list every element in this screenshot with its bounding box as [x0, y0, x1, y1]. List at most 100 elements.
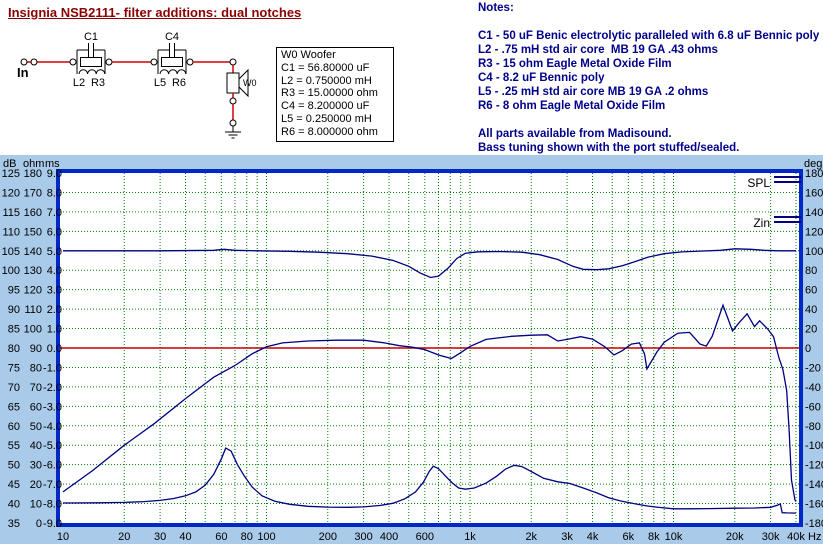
curve-spl — [62, 303, 797, 502]
input-terminal — [20, 58, 28, 66]
axis-header-ms: ms — [45, 158, 60, 170]
axis-tick-dB: 85 — [8, 324, 20, 336]
axis-tick-frequency: 60 — [215, 531, 227, 543]
axis-tick-deg: -20 — [805, 362, 821, 374]
terminal — [105, 58, 113, 66]
label-l5: L5 — [154, 77, 166, 89]
axis-tick-ms: -5.0 — [43, 440, 62, 452]
legend-label-spl: SPL — [747, 176, 770, 190]
axis-tick-deg: -120 — [805, 460, 823, 472]
axis-tick-frequency: 30k — [762, 531, 780, 543]
axis-tick-dB: 40 — [8, 499, 20, 511]
inductor-l5 — [159, 69, 187, 75]
axis-tick-deg: 180 — [805, 168, 823, 180]
axis-tick-ohm: 40 — [30, 440, 42, 452]
axis-tick-frequency: 80 — [241, 531, 253, 543]
axis-tick-deg: -60 — [805, 401, 821, 413]
axis-tick-deg: 60 — [805, 285, 817, 297]
axis-tick-ohm: 180 — [24, 168, 42, 180]
axis-tick-frequency: 20 — [118, 531, 130, 543]
axis-tick-deg: -140 — [805, 479, 823, 491]
axis-tick-dB: 55 — [8, 440, 20, 452]
axis-tick-ohm: 110 — [24, 304, 42, 316]
axis-tick-frequency: 10 — [57, 531, 69, 543]
axis-unit-hz: Hz — [808, 531, 821, 543]
chart-area: SPL Zin dB ohm ms 125 120 115 110 105 100 95 90 85 80 7… — [0, 155, 823, 544]
terminal — [150, 58, 158, 66]
woofer-w0: W0 — [226, 68, 257, 98]
label-c4: C4 — [165, 31, 179, 43]
axis-tick-ohm: 30 — [30, 460, 42, 472]
inductor-l2 — [78, 69, 106, 75]
notes-line — [478, 15, 819, 29]
speaker-cone-icon — [238, 68, 249, 98]
curve-spl-phase — [63, 248, 796, 279]
axis-tick-dB: 105 — [2, 246, 20, 258]
axis-tick-ohm: 160 — [24, 207, 42, 219]
axis-tick-frequency: 1k — [464, 531, 476, 543]
axis-tick-dB: 95 — [8, 285, 20, 297]
label-c1: C1 — [84, 31, 98, 43]
axis-tick-ms: 1.0 — [47, 324, 62, 336]
axis-tick-ms: 7.0 — [47, 207, 62, 219]
axis-tick-dB: 120 — [2, 187, 20, 199]
axis-tick-ms: 5.0 — [47, 246, 62, 258]
resistor-r6 — [161, 57, 183, 67]
notes-line: R3 - 15 ohm Eagle Metal Oxide Film — [478, 58, 672, 70]
axis-tick-ms: -7.0 — [43, 479, 62, 491]
axis-tick-dB: 110 — [2, 226, 20, 238]
axis-tick-ms: 6.0 — [47, 226, 62, 238]
terminal — [69, 58, 77, 66]
terminal — [229, 58, 237, 66]
axis-tick-ms: 4.0 — [47, 265, 62, 277]
curve-zin — [62, 447, 797, 514]
notes-line: Bass tuning shown with the port stuffed/… — [478, 142, 740, 154]
axis-tick-ohm: 20 — [30, 479, 42, 491]
axis-tick-ohm: 50 — [30, 421, 42, 433]
axis-tick-ms: -9.0 — [43, 518, 62, 530]
terminal — [186, 58, 194, 66]
axis-tick-frequency: 6k — [623, 531, 635, 543]
axis-tick-ms: -8.0 — [43, 499, 62, 511]
notes-line: R6 - 8 ohm Eagle Metal Oxide Film — [478, 100, 666, 112]
component-value-line: L5 = 0.250000 mH — [281, 112, 372, 125]
page-title: Insignia NSB2111- filter additions: dual… — [8, 5, 302, 20]
axis-tick-frequency: 4k — [587, 531, 599, 543]
component-value-line: L2 = 0.750000 mH — [281, 74, 372, 87]
label-l2: L2 — [73, 77, 85, 89]
axis-tick-deg: 100 — [805, 246, 823, 258]
notes-line: C1 - 50 uF Benic electrolytic paralleled… — [478, 30, 820, 42]
axis-tick-ms: -2.0 — [43, 382, 62, 394]
notes-line: Notes: — [478, 2, 514, 14]
axis-tick-frequency: 400 — [380, 531, 398, 543]
component-value-line: C4 = 8.200000 uF — [281, 100, 370, 113]
axis-tick-deg: 20 — [805, 324, 817, 336]
axis-tick-deg: -80 — [805, 421, 821, 433]
axis-tick-ms: 3.0 — [47, 285, 62, 297]
axis-tick-dB: 100 — [2, 265, 20, 277]
terminal — [229, 119, 237, 127]
axis-tick-deg: 40 — [805, 304, 817, 316]
axis-tick-ms: 8.0 — [47, 187, 62, 199]
notes-line: L5 - .25 mH std air core MB 19 GA .2 ohm… — [478, 86, 709, 98]
legend-label-zin: Zin — [753, 216, 770, 230]
axis-tick-frequency: 200 — [319, 531, 337, 543]
axis-tick-frequency: 30 — [154, 531, 166, 543]
axis-tick-dB: 45 — [8, 479, 20, 491]
ground-symbol — [225, 126, 241, 139]
axis-tick-ohm: 100 — [24, 324, 42, 336]
axis-tick-dB: 70 — [8, 382, 20, 394]
axis-tick-deg: 120 — [805, 226, 823, 238]
axis-tick-ohm: 140 — [24, 246, 42, 258]
axis-tick-ohm: 90 — [30, 343, 42, 355]
terminal — [229, 97, 237, 105]
component-box-title: W0 Woofer — [281, 49, 336, 61]
notes: Notes: C1 - 50 uF Benic electrolytic para… — [478, 1, 819, 155]
crossover-schematic: In C1 L2 R3 — [17, 31, 257, 139]
axis-tick-frequency: 40k — [787, 531, 805, 543]
axis-tick-deg: -100 — [805, 440, 823, 452]
axis-tick-ohm: 80 — [30, 362, 42, 374]
axis-tick-ohm: 130 — [24, 265, 42, 277]
